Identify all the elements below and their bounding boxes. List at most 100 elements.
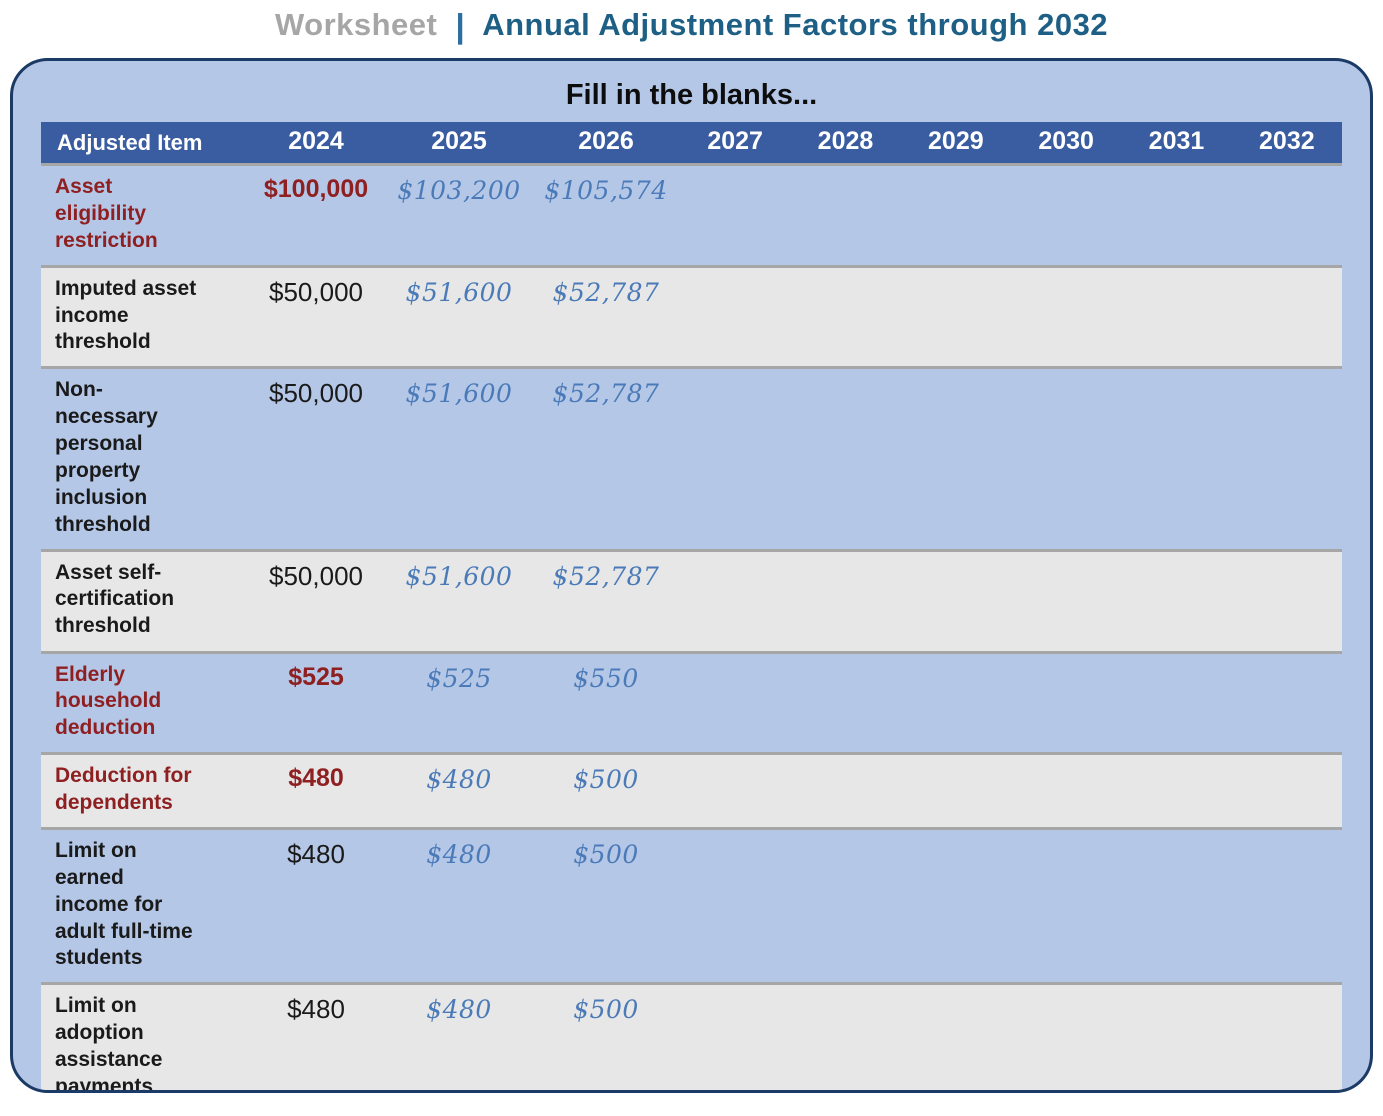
cell-2031 bbox=[1121, 552, 1231, 651]
cell-2028 bbox=[790, 755, 900, 827]
cell-2024: $480 bbox=[287, 994, 345, 1025]
page-title: Worksheet | Annual Adjustment Factors th… bbox=[0, 0, 1383, 45]
cell-2030 bbox=[1011, 369, 1121, 548]
row-label: Asset eligibility restriction bbox=[55, 175, 158, 252]
cell-2024: $50,000 bbox=[269, 560, 363, 591]
table-row: Deduction for dependents $480 $480 $500 bbox=[41, 755, 1342, 830]
cell-2031 bbox=[1121, 268, 1231, 367]
cell-2031 bbox=[1121, 755, 1231, 827]
cell-2025: $103,200 bbox=[397, 176, 521, 205]
row-label: Imputed asset income threshold bbox=[55, 276, 197, 354]
row-label: Deduction for dependents bbox=[55, 764, 192, 814]
cell-2030 bbox=[1011, 654, 1121, 753]
cell-2026: $52,787 bbox=[552, 561, 660, 591]
cell-2027 bbox=[680, 830, 790, 982]
cell-2025: $51,600 bbox=[405, 277, 513, 307]
cell-2025: $51,600 bbox=[405, 561, 513, 591]
table-row: Limit on adoption assistance payments $48… bbox=[41, 985, 1342, 1093]
worksheet-page: Worksheet | Annual Adjustment Factors th… bbox=[0, 0, 1383, 1093]
column-header-2032: 2032 bbox=[1259, 127, 1315, 155]
cell-2026: $52,787 bbox=[552, 277, 660, 307]
cell-2029 bbox=[901, 985, 1011, 1090]
cell-2028 bbox=[790, 552, 900, 651]
worksheet-card: Fill in the blanks... Adjusted Item 2024… bbox=[10, 58, 1373, 1093]
cell-2032 bbox=[1232, 755, 1342, 827]
table-row: Asset eligibility restriction $100,000 $10… bbox=[41, 166, 1342, 268]
cell-2029 bbox=[901, 166, 1011, 265]
cell-2028 bbox=[790, 654, 900, 753]
column-header-2029: 2029 bbox=[928, 127, 984, 155]
table-header-row: Adjusted Item 2024 2025 2026 2027 2028 2029 20… bbox=[41, 122, 1342, 166]
title-main: Annual Adjustment Factors through 2032 bbox=[482, 7, 1109, 42]
cell-2029 bbox=[901, 369, 1011, 548]
table-row: Limit on earned income for adult full-ti… bbox=[41, 830, 1342, 986]
cell-2024: $525 bbox=[288, 662, 344, 691]
table-row: Asset self-certification threshold $50,00… bbox=[41, 551, 1342, 654]
cell-2031 bbox=[1121, 654, 1231, 753]
cell-2032 bbox=[1232, 369, 1342, 548]
cell-2025: $51,600 bbox=[405, 379, 513, 409]
cell-2029 bbox=[901, 268, 1011, 367]
cell-2029 bbox=[901, 654, 1011, 753]
cell-2025: $480 bbox=[426, 765, 492, 795]
row-label: Limit on earned income for adult full-ti… bbox=[55, 838, 193, 970]
cell-2031 bbox=[1121, 985, 1231, 1090]
table-body: Asset eligibility restriction $100,000 $10… bbox=[41, 166, 1342, 1093]
row-label: Elderly household deduction bbox=[55, 662, 162, 740]
cell-2026: $550 bbox=[573, 663, 639, 693]
cell-2029 bbox=[901, 830, 1011, 982]
column-header-2027: 2027 bbox=[707, 127, 763, 155]
cell-2031 bbox=[1121, 166, 1231, 265]
cell-2032 bbox=[1232, 830, 1342, 982]
cell-2027 bbox=[680, 985, 790, 1090]
table-row: Non-necessary personal property inclusio… bbox=[41, 369, 1342, 552]
cell-2026: $52,787 bbox=[552, 379, 660, 409]
cell-2029 bbox=[901, 552, 1011, 651]
cell-2027 bbox=[680, 654, 790, 753]
row-label: Non-necessary personal property inclusio… bbox=[55, 378, 158, 536]
column-header-adjusted-item: Adjusted Item bbox=[57, 129, 203, 155]
cell-2026: $500 bbox=[573, 765, 639, 795]
cell-2032 bbox=[1232, 985, 1342, 1090]
cell-2024: $50,000 bbox=[269, 276, 363, 307]
cell-2027 bbox=[680, 755, 790, 827]
title-prefix: Worksheet bbox=[274, 7, 438, 42]
cell-2032 bbox=[1232, 552, 1342, 651]
cell-2028 bbox=[790, 369, 900, 548]
column-header-2031: 2031 bbox=[1148, 127, 1205, 155]
column-header-2025: 2025 bbox=[431, 127, 487, 155]
cell-2031 bbox=[1121, 369, 1231, 548]
cell-2028 bbox=[790, 268, 900, 367]
column-header-2028: 2028 bbox=[817, 127, 874, 155]
cell-2028 bbox=[790, 830, 900, 982]
cell-2026: $105,574 bbox=[544, 176, 668, 205]
cell-2030 bbox=[1011, 268, 1121, 367]
cell-2024: $50,000 bbox=[269, 378, 363, 409]
row-label: Asset self-certification threshold bbox=[55, 560, 175, 638]
column-header-2024: 2024 bbox=[288, 127, 344, 155]
fill-in-heading: Fill in the blanks... bbox=[565, 79, 818, 111]
cell-2030 bbox=[1011, 166, 1121, 265]
cell-2031 bbox=[1121, 830, 1231, 982]
cell-2027 bbox=[680, 268, 790, 367]
cell-2030 bbox=[1011, 552, 1121, 651]
cell-2028 bbox=[790, 166, 900, 265]
cell-2030 bbox=[1011, 985, 1121, 1090]
cell-2026: $500 bbox=[573, 839, 639, 869]
cell-2032 bbox=[1232, 654, 1342, 753]
cell-2025: $480 bbox=[426, 995, 492, 1025]
cell-2029 bbox=[901, 755, 1011, 827]
cell-2027 bbox=[680, 166, 790, 265]
cell-2030 bbox=[1011, 830, 1121, 982]
cell-2027 bbox=[680, 552, 790, 651]
cell-2032 bbox=[1232, 268, 1342, 367]
column-header-2030: 2030 bbox=[1038, 127, 1094, 155]
cell-2027 bbox=[680, 369, 790, 548]
cell-2025: $480 bbox=[426, 839, 492, 869]
cell-2026: $500 bbox=[573, 995, 639, 1025]
adjustment-factors-table: Adjusted Item 2024 2025 2026 2027 2028 2029 20… bbox=[41, 122, 1342, 1093]
cell-2030 bbox=[1011, 755, 1121, 827]
row-label: Limit on adoption assistance payments bbox=[55, 994, 163, 1093]
table-row: Elderly household deduction $525 $525 $550 bbox=[41, 654, 1342, 756]
cell-2024: $100,000 bbox=[263, 175, 369, 203]
